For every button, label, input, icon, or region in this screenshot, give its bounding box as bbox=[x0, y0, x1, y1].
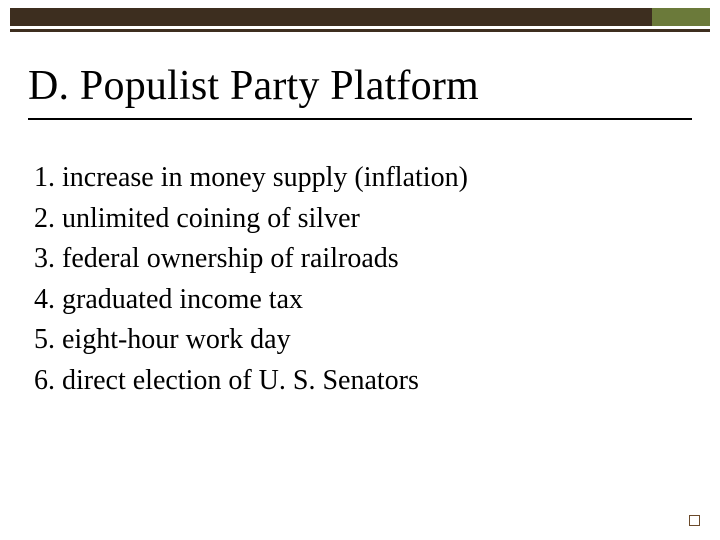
title-underline bbox=[28, 118, 692, 120]
top-bar-main bbox=[10, 8, 710, 26]
corner-square-icon bbox=[689, 515, 700, 526]
list-item: 1. increase in money supply (inflation) bbox=[34, 158, 686, 199]
top-bar-accent bbox=[652, 8, 710, 26]
list-item: 2. unlimited coining of silver bbox=[34, 199, 686, 240]
top-bar-thin bbox=[10, 29, 710, 32]
list-item: 6. direct election of U. S. Senators bbox=[34, 361, 686, 402]
list-item: 5. eight-hour work day bbox=[34, 320, 686, 361]
body-list: 1. increase in money supply (inflation) … bbox=[34, 158, 686, 402]
list-item: 4. graduated income tax bbox=[34, 280, 686, 321]
slide-title: D. Populist Party Platform bbox=[28, 62, 692, 110]
list-item: 3. federal ownership of railroads bbox=[34, 239, 686, 280]
decorative-top-bar bbox=[10, 8, 710, 32]
title-block: D. Populist Party Platform bbox=[28, 62, 692, 120]
